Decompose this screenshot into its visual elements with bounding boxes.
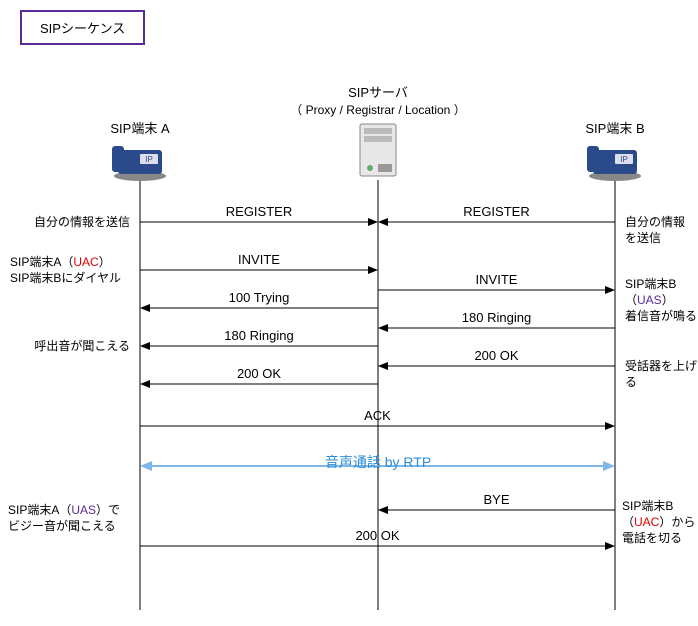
msg-ok3: 200 OK <box>140 528 615 543</box>
msg-inv2: INVITE <box>378 272 615 287</box>
msg-ok1: 200 OK <box>140 366 378 381</box>
note-b-invite: SIP端末B（UAS） 着信音が鳴る <box>625 276 697 325</box>
arrow-bye-head <box>378 506 388 514</box>
arrow-reg1-head <box>368 218 378 226</box>
msg-trying: 100 Trying <box>140 290 378 305</box>
arrow-ok1-head <box>140 380 150 388</box>
msg-ack: ACK <box>140 408 615 423</box>
msg-ring2: 180 Ringing <box>378 310 615 325</box>
msg-bye: BYE <box>378 492 615 507</box>
msg-ring1: 180 Ringing <box>140 328 378 343</box>
svg-text:IP: IP <box>145 155 153 164</box>
arrow-ring2-head <box>378 324 388 332</box>
note-b-register: 自分の情報を送信 <box>625 214 695 246</box>
arrow-reg2-head <box>378 218 388 226</box>
svg-text:IP: IP <box>620 155 628 164</box>
msg-reg1: REGISTER <box>140 204 378 219</box>
msg-inv1: INVITE <box>140 252 378 267</box>
msg-ok2: 200 OK <box>378 348 615 363</box>
arrow-inv2-head <box>605 286 615 294</box>
arrow-ack-head <box>605 422 615 430</box>
arrow-trying-head <box>140 304 150 312</box>
arrow-inv1-head <box>368 266 378 274</box>
note-a-bye: SIP端末A（UAS）で ビジー音が聞こえる <box>8 502 134 534</box>
note-b-bye: SIP端末B（UAC）から 電話を切る <box>622 498 698 547</box>
msg-reg2: REGISTER <box>378 204 615 219</box>
arrow-ok2-head <box>378 362 388 370</box>
note-a-ringing: 呼出音が聞こえる <box>10 338 130 354</box>
phone-a-icon: IP <box>112 146 166 181</box>
note-a-invite: SIP端末A（UAC） SIP端末Bにダイヤル <box>10 254 134 286</box>
arrow-ring1-head <box>140 342 150 350</box>
note-a-register: 自分の情報を送信 <box>10 214 130 230</box>
phone-b-icon: IP <box>587 146 641 181</box>
note-b-200ok: 受話器を上げる <box>625 358 697 390</box>
rtp-label: 音声通話 by RTP <box>278 452 478 472</box>
arrow-ok3-head <box>605 542 615 550</box>
server-icon <box>360 124 396 176</box>
